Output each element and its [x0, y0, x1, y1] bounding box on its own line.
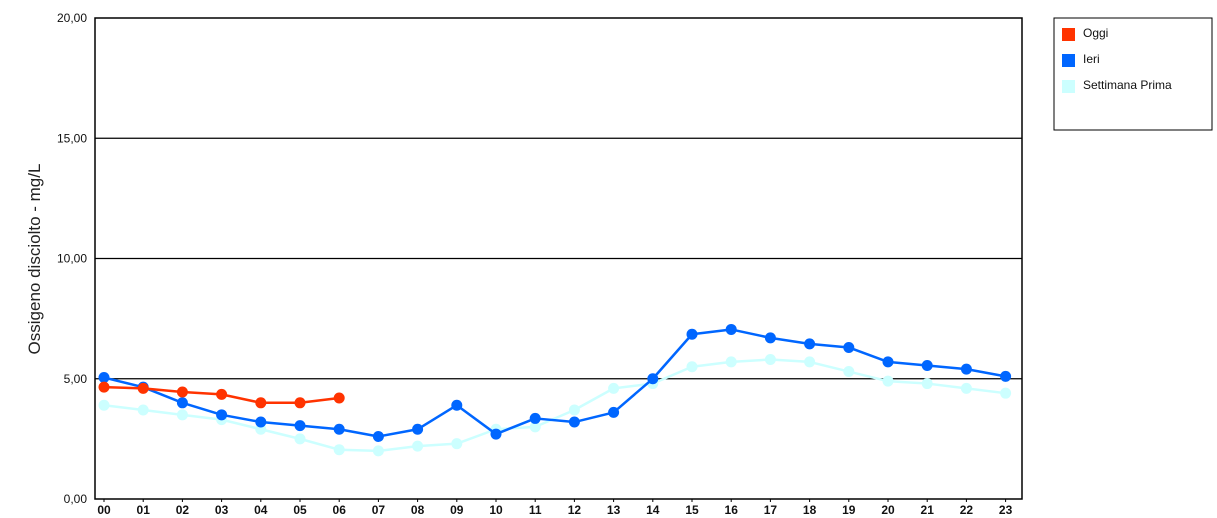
- data-point: [412, 423, 424, 435]
- grid-lines: [95, 137, 1022, 380]
- x-tick-label: 05: [293, 503, 307, 517]
- data-point: [960, 363, 972, 375]
- plot-frame: [94, 17, 1023, 500]
- data-point: [686, 328, 698, 340]
- x-tick-label: 20: [881, 503, 895, 517]
- x-tick-label: 19: [842, 503, 856, 517]
- x-tick-label: 14: [646, 503, 660, 517]
- x-tick-label: 13: [607, 503, 621, 517]
- data-point: [608, 382, 620, 394]
- x-tick-label: 08: [411, 503, 425, 517]
- x-tick-label: 12: [568, 503, 582, 517]
- x-tick-label: 22: [960, 503, 974, 517]
- data-point: [490, 428, 502, 440]
- x-tick-label: 18: [803, 503, 817, 517]
- data-point: [451, 399, 463, 411]
- legend-label: Settimana Prima: [1083, 78, 1172, 92]
- data-point: [294, 433, 306, 445]
- x-tick-label: 15: [685, 503, 699, 517]
- data-point: [1000, 370, 1012, 382]
- data-point: [372, 445, 384, 457]
- legend-swatch: [1062, 28, 1075, 41]
- y-tick-label: 20,00: [57, 11, 87, 25]
- data-point: [725, 356, 737, 368]
- data-point: [255, 416, 267, 428]
- y-tick-label: 0,00: [64, 492, 88, 506]
- data-point: [333, 444, 345, 456]
- data-point: [960, 382, 972, 394]
- y-tick-label: 15,00: [57, 131, 87, 145]
- data-point: [529, 421, 541, 433]
- x-tick-label: 03: [215, 503, 229, 517]
- data-point: [294, 420, 306, 432]
- data-point: [216, 388, 228, 400]
- series-group: [98, 323, 1012, 457]
- x-axis-ticks: 00 01 02 03 04 05 06 07 08 09 10 11 12 13 14 15 16 17 18 19…: [97, 499, 1013, 517]
- legend-swatch: [1062, 54, 1075, 67]
- data-point: [98, 381, 110, 393]
- data-point: [647, 373, 659, 385]
- legend-swatch: [1062, 80, 1075, 93]
- data-point: [372, 430, 384, 442]
- data-point: [255, 397, 267, 409]
- data-point: [725, 323, 737, 335]
- series-oggi: [98, 381, 345, 409]
- legend-label: Ieri: [1083, 52, 1100, 66]
- data-point: [451, 438, 463, 450]
- data-point: [98, 399, 110, 411]
- data-point: [412, 440, 424, 452]
- data-point: [843, 341, 855, 353]
- x-tick-label: 16: [725, 503, 739, 517]
- x-tick-label: 23: [999, 503, 1013, 517]
- legend: Oggi Ieri Settimana Prima: [1053, 17, 1213, 131]
- data-point: [176, 409, 188, 421]
- x-tick-label: 04: [254, 503, 268, 517]
- x-tick-label: 21: [921, 503, 935, 517]
- data-point: [608, 406, 620, 418]
- x-tick-label: 11: [529, 503, 542, 517]
- data-point: [764, 332, 776, 344]
- data-point: [216, 409, 228, 421]
- data-point: [176, 386, 188, 398]
- data-point: [882, 356, 894, 368]
- data-point: [686, 361, 698, 373]
- y-tick-label: 5,00: [64, 372, 88, 386]
- x-tick-label: 02: [176, 503, 190, 517]
- data-point: [568, 404, 580, 416]
- data-point: [176, 397, 188, 409]
- series-settimana-prima: [98, 354, 1012, 457]
- data-point: [529, 412, 541, 424]
- x-tick-label: 09: [450, 503, 464, 517]
- data-point: [921, 360, 933, 372]
- y-axis-label: Ossigeno disciolto - mg/L: [25, 164, 44, 355]
- data-point: [804, 356, 816, 368]
- data-point: [921, 378, 933, 390]
- x-tick-label: 06: [333, 503, 347, 517]
- x-tick-label: 07: [372, 503, 386, 517]
- data-point: [843, 366, 855, 378]
- x-tick-label: 17: [764, 503, 778, 517]
- series-line: [103, 328, 1006, 438]
- legend-box: [1053, 17, 1213, 131]
- data-point: [568, 416, 580, 428]
- data-point: [804, 338, 816, 350]
- data-point: [137, 404, 149, 416]
- data-point: [294, 397, 306, 409]
- data-point: [1000, 387, 1012, 399]
- x-tick-label: 10: [489, 503, 503, 517]
- legend-label: Oggi: [1083, 26, 1108, 40]
- y-tick-label: 10,00: [57, 252, 87, 266]
- data-point: [764, 354, 776, 366]
- data-point: [98, 372, 110, 384]
- y-axis-ticks: 0,00 5,00 10,00 15,00 20,00: [57, 11, 87, 506]
- x-tick-label: 00: [97, 503, 111, 517]
- data-point: [333, 392, 345, 404]
- series-line: [103, 358, 1006, 453]
- x-tick-label: 01: [137, 503, 151, 517]
- data-point: [137, 382, 149, 394]
- data-point: [882, 375, 894, 387]
- data-point: [333, 423, 345, 435]
